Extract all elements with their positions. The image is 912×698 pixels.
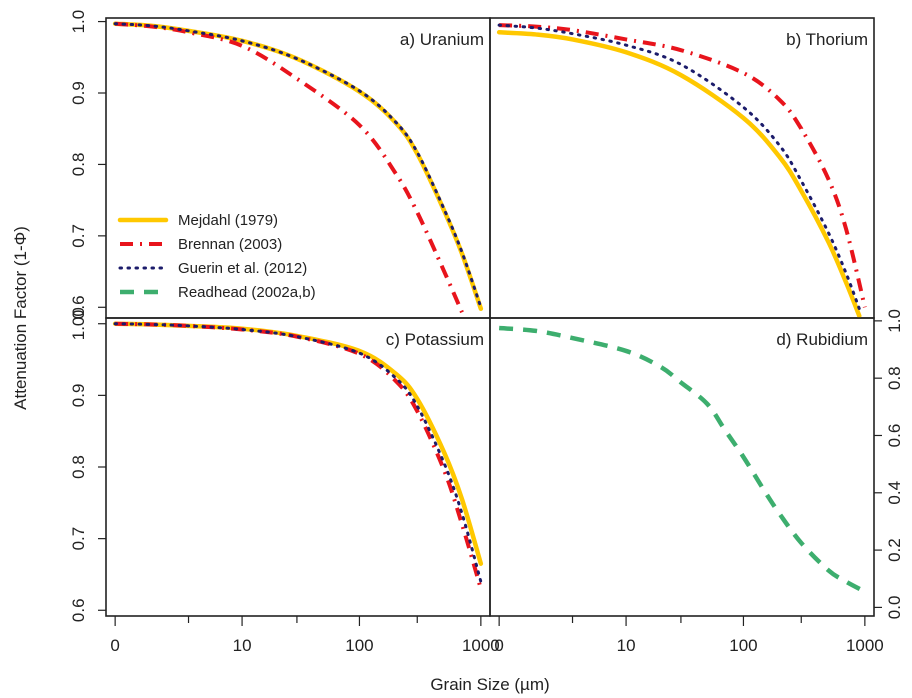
y-tick-label: 0.2 bbox=[885, 538, 904, 562]
y-tick-label: 1.0 bbox=[69, 10, 88, 34]
x-tick-label: 0 bbox=[494, 636, 503, 655]
y-tick-label: 0.8 bbox=[885, 366, 904, 390]
y-tick-label: 0.9 bbox=[69, 81, 88, 105]
y-axis-title: Attenuation Factor (1-Φ) bbox=[11, 226, 30, 410]
y-tick-label: 0.9 bbox=[69, 384, 88, 408]
panel-frame bbox=[105, 317, 491, 617]
panel-title: a) Uranium bbox=[400, 30, 484, 49]
panel-a: a) Uranium 0.6 0.7 0.8 0.9 1.0 bbox=[69, 10, 491, 319]
legend-item: Readhead (2002a,b) bbox=[120, 284, 316, 301]
panel-frame bbox=[489, 317, 875, 617]
x-tick-label: 10 bbox=[617, 636, 636, 655]
y-tick-label: 0.7 bbox=[69, 527, 88, 551]
legend-label: Mejdahl (1979) bbox=[178, 212, 278, 229]
series-line-mejdahl-1979 bbox=[496, 30, 862, 318]
y-tick-label: 0.7 bbox=[69, 224, 88, 248]
series-group bbox=[496, 23, 867, 318]
y-tick-label: 1.00 bbox=[69, 307, 88, 340]
series-line-brennan-2003 bbox=[499, 23, 867, 308]
panel-title: d) Rubidium bbox=[776, 330, 868, 349]
y-tick-label: 0.0 bbox=[885, 596, 904, 620]
panel-c: c) Potassium 0 10 100 1000 0.6 0.7 0.8 0.9 1.00 bbox=[69, 307, 500, 655]
legend-item: Mejdahl (1979) bbox=[117, 212, 278, 229]
panel-frame bbox=[489, 17, 875, 319]
legend-item: Brennan (2003) bbox=[120, 236, 282, 253]
y-tick-label: 0.4 bbox=[885, 481, 904, 505]
y-tick-label: 0.6 bbox=[885, 424, 904, 448]
series-group bbox=[112, 321, 484, 590]
series-line-readhead-2002a-b bbox=[498, 325, 866, 594]
y-tick-label: 1.0 bbox=[885, 309, 904, 333]
series-line-guerin-et-al-2012 bbox=[113, 322, 483, 584]
x-tick-label: 1000 bbox=[846, 636, 884, 655]
chart-panels: a) Uranium 0.6 0.7 0.8 0.9 1.0 b) Thorium c) Po… bbox=[69, 10, 904, 655]
legend-label: Readhead (2002a,b) bbox=[178, 284, 316, 301]
x-tick-label: 0 bbox=[110, 636, 119, 655]
y-tick-label: 0.6 bbox=[69, 598, 88, 622]
x-tick-label: 100 bbox=[345, 636, 373, 655]
series-line-guerin-et-al-2012 bbox=[113, 22, 483, 309]
panel-b: b) Thorium bbox=[489, 17, 875, 319]
legend-label: Brennan (2003) bbox=[178, 236, 282, 253]
y-tick-label: 0.8 bbox=[69, 455, 88, 479]
series-line-guerin-et-al-2012 bbox=[497, 23, 861, 311]
y-tick-label: 0.6 bbox=[69, 295, 88, 319]
x-axis-title: Grain Size (µm) bbox=[430, 675, 549, 694]
legend-item: Guerin et al. (2012) bbox=[118, 260, 307, 277]
x-tick-label: 10 bbox=[233, 636, 252, 655]
legend: Mejdahl (1979) Brennan (2003) Guerin et al… bbox=[117, 212, 316, 301]
x-tick-label: 1000 bbox=[462, 636, 500, 655]
y-tick-label: 0.8 bbox=[69, 153, 88, 177]
x-tick-label: 100 bbox=[729, 636, 757, 655]
series-line-mejdahl-1979 bbox=[112, 321, 484, 566]
series-line-brennan-2003 bbox=[114, 21, 464, 314]
series-line-brennan-2003 bbox=[115, 321, 483, 590]
legend-label: Guerin et al. (2012) bbox=[178, 260, 307, 277]
panel-title: c) Potassium bbox=[386, 330, 484, 349]
panel-title: b) Thorium bbox=[786, 30, 868, 49]
series-group bbox=[112, 21, 484, 314]
series-group bbox=[498, 325, 866, 594]
